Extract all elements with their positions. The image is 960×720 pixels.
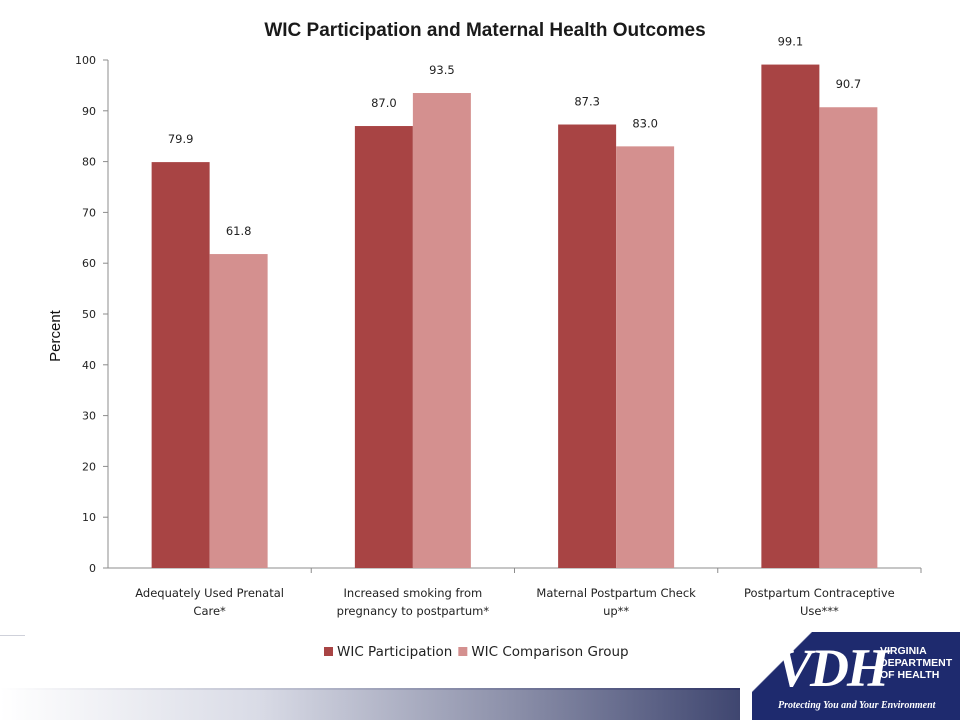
category-labels: Adequately Used Prenatal Care* Increased s… [135, 586, 894, 618]
data-label: 87.0 [371, 96, 397, 110]
side-rule [0, 635, 25, 636]
category-label: Care* [193, 604, 226, 618]
y-tick-label: 100 [75, 54, 96, 67]
bar [558, 124, 617, 569]
y-tick-label: 80 [82, 156, 96, 169]
legend: WIC Participation WIC Comparison Group [324, 644, 629, 660]
bars [151, 64, 878, 569]
y-tick-labels: 0 10 20 30 40 50 60 70 80 90 100 [75, 54, 96, 575]
y-tick-label: 90 [82, 105, 96, 118]
y-tick-label: 20 [82, 460, 96, 473]
legend-swatch [324, 647, 333, 656]
y-tick-label: 60 [82, 257, 96, 270]
bar [412, 93, 471, 569]
vdh-logo-tagline: Protecting You and Your Environment [778, 700, 936, 711]
vdh-logo-org: VIRGINIA DEPARTMENT OF HEALTH [880, 645, 960, 681]
bar [354, 126, 413, 568]
category-label: up** [603, 604, 629, 618]
footer-rule [0, 688, 740, 690]
vdh-org-line-3: OF HEALTH [880, 669, 940, 681]
vdh-logo-swoosh [752, 632, 812, 720]
data-label: 90.7 [836, 77, 862, 91]
chart-title: WIC Participation and Maternal Health Ou… [264, 20, 705, 41]
y-tick-label: 0 [89, 562, 96, 575]
bar [209, 254, 268, 568]
footer-gradient-band [0, 690, 740, 720]
category-label: Postpartum Contraceptive [744, 586, 895, 600]
legend-swatch [458, 647, 468, 656]
y-axis-label: Percent [47, 309, 64, 362]
category-label: Use*** [800, 604, 839, 618]
vdh-logo-mark: VDH [776, 638, 889, 698]
bar [761, 64, 820, 569]
data-label: 79.9 [168, 132, 194, 146]
vdh-org-line-2: DEPARTMENT [880, 657, 953, 669]
category-label: Increased smoking from [344, 586, 483, 600]
data-label: 93.5 [429, 63, 455, 77]
y-tick-label: 40 [82, 359, 96, 372]
data-labels: 79.9 61.8 87.0 93.5 87.3 83.0 99.1 90.7 [168, 35, 861, 238]
bar [616, 146, 675, 569]
bar [151, 162, 210, 568]
category-label: Adequately Used Prenatal [135, 586, 284, 600]
data-label: 87.3 [574, 95, 600, 109]
data-label: 83.0 [632, 116, 658, 130]
category-label: Maternal Postpartum Check [536, 586, 696, 600]
y-tick-label: 30 [82, 410, 96, 423]
data-label: 99.1 [778, 35, 804, 49]
y-tick-label: 50 [82, 308, 96, 321]
vdh-org-line-1: VIRGINIA [880, 645, 927, 657]
bar-chart: WIC Participation and Maternal Health Ou… [47, 20, 922, 660]
bar [819, 107, 878, 568]
y-tick-label: 10 [82, 511, 96, 524]
category-label: pregnancy to postpartum* [337, 604, 490, 618]
data-label: 61.8 [226, 224, 252, 238]
legend-label: WIC Comparison Group [471, 644, 628, 660]
y-tick-label: 70 [82, 206, 96, 219]
legend-label: WIC Participation [337, 644, 452, 660]
